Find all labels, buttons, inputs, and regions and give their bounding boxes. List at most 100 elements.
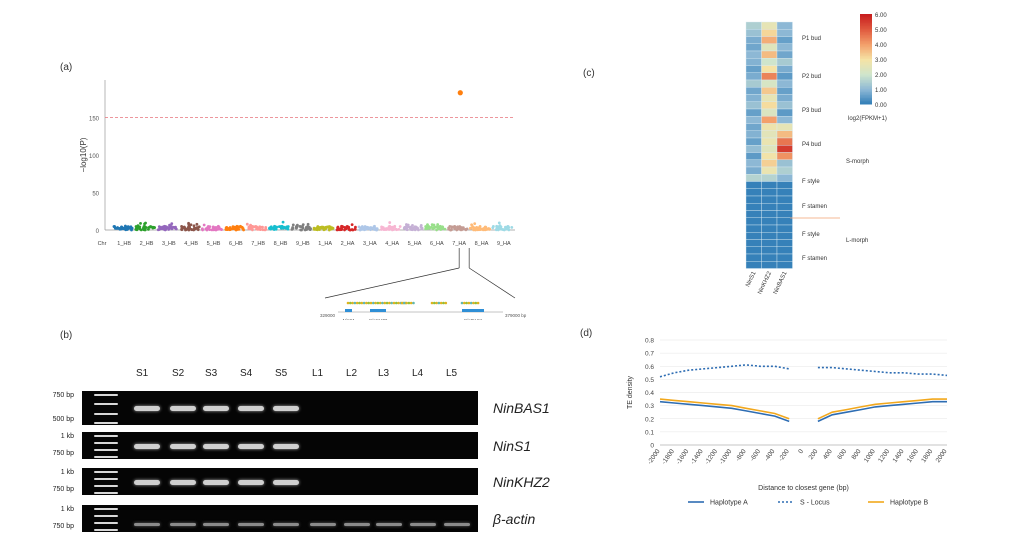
snp-point bbox=[449, 228, 453, 232]
legend-gradient-segment bbox=[860, 71, 872, 73]
heatmap-cell bbox=[776, 239, 793, 247]
snp-point bbox=[344, 227, 348, 231]
x-tick-label: 200 bbox=[808, 448, 820, 461]
snp-point bbox=[137, 226, 141, 229]
snp-point bbox=[113, 225, 116, 228]
snp-point bbox=[434, 225, 437, 229]
heatmap-cell bbox=[745, 137, 762, 146]
snp-point bbox=[206, 225, 210, 229]
heatmap-cell bbox=[745, 43, 762, 52]
ladder-size-label: 1 kb bbox=[60, 433, 74, 440]
snp-point bbox=[354, 225, 357, 229]
snp-point bbox=[324, 225, 328, 229]
gel-lane-label-S5: S5 bbox=[275, 368, 288, 379]
zoom-snp-point bbox=[403, 301, 406, 305]
series-line-s-locus bbox=[659, 364, 790, 378]
snp-point bbox=[120, 225, 123, 229]
heatmap-cell bbox=[761, 253, 778, 262]
expression-heatmap: P1 bud P2 bud P3 bud P4 bud F style F stamen F… bbox=[745, 13, 887, 295]
y-tick-label: 0.5 bbox=[645, 377, 654, 384]
snp-point bbox=[431, 227, 435, 231]
snp-point bbox=[261, 228, 265, 232]
x-tick-label: 7_HA bbox=[452, 241, 466, 247]
gel-lane-label-L2: L2 bbox=[346, 368, 358, 379]
snp-point bbox=[456, 227, 460, 231]
y-tick-label: 0.4 bbox=[645, 390, 654, 397]
legend-gradient-segment bbox=[860, 77, 872, 79]
snp-point bbox=[299, 228, 302, 232]
snp-point bbox=[405, 228, 409, 232]
heatmap-cell bbox=[745, 195, 762, 204]
legend-gradient-segment bbox=[860, 39, 872, 42]
snp-point bbox=[389, 225, 392, 229]
legend-gradient-segment bbox=[860, 18, 872, 21]
heatmap-cell bbox=[745, 166, 762, 175]
snp-point bbox=[291, 226, 295, 230]
heatmap-cell bbox=[776, 152, 793, 160]
chromosome-points-4_HA bbox=[380, 221, 402, 232]
heatmap-cell bbox=[776, 94, 793, 102]
ladder-size-label: 750 bp bbox=[52, 392, 74, 399]
snp-point bbox=[299, 225, 303, 229]
zoom-snp-point bbox=[378, 301, 382, 305]
snp-point bbox=[436, 225, 440, 229]
legend-gradient-segment bbox=[860, 20, 872, 22]
snp-point bbox=[452, 225, 455, 229]
gel-gene-label-β-actin: β-actin bbox=[493, 510, 536, 527]
snp-point bbox=[353, 228, 357, 231]
snp-point bbox=[139, 221, 142, 225]
legend-gradient-segment bbox=[860, 29, 872, 31]
snp-point bbox=[495, 226, 499, 230]
manhattan-plot: 0 50 100 150 −log10(P) Chr 1_HB 2_HB 3_HB 4_HB 5_H… bbox=[79, 80, 527, 320]
gene-label-NinBAS1: NinBAS1 bbox=[464, 318, 483, 320]
heatmap-cell bbox=[776, 108, 793, 117]
heatmap-cell bbox=[776, 174, 793, 182]
x-tick-label: 1800 bbox=[920, 448, 934, 464]
chromosome-points-3_HA bbox=[357, 224, 379, 232]
heatmap-cell bbox=[745, 72, 762, 81]
snp-point bbox=[491, 225, 495, 228]
x-tick-label: 400 bbox=[822, 448, 834, 461]
heatmap-cell bbox=[745, 239, 762, 247]
chromosome-points-8_HA bbox=[469, 222, 491, 232]
legend-gradient-segment bbox=[860, 101, 872, 103]
snp-point bbox=[269, 227, 273, 231]
legend-gradient-segment bbox=[860, 44, 872, 46]
gel-gene-label-NinBAS1: NinBAS1 bbox=[493, 400, 550, 416]
heatmap-cell bbox=[776, 224, 793, 233]
heatmap-cell bbox=[776, 232, 793, 240]
heatmap-row-label: F style bbox=[802, 179, 820, 185]
legend-gradient-segment bbox=[860, 45, 872, 48]
series-line-haplotype-a bbox=[659, 400, 790, 423]
x-tick-label: 800 bbox=[851, 448, 863, 461]
heatmap-cell bbox=[776, 159, 793, 168]
gel-band bbox=[273, 406, 299, 412]
zoom-snp-point bbox=[385, 301, 389, 305]
y-tick-label: 0 bbox=[96, 229, 100, 235]
chromosome-points-3_HB bbox=[156, 222, 178, 232]
gel-band bbox=[134, 480, 160, 486]
snp-point bbox=[217, 225, 220, 229]
snp-point bbox=[180, 224, 184, 228]
zoom-snp-point bbox=[400, 301, 404, 305]
snp-point bbox=[408, 225, 412, 229]
zoom-snp-point bbox=[358, 301, 361, 305]
snp-point bbox=[337, 227, 341, 231]
heatmap-cell bbox=[745, 116, 762, 124]
snp-point bbox=[126, 225, 130, 229]
snp-point bbox=[245, 222, 249, 226]
legend-gradient-segment bbox=[860, 62, 872, 64]
heatmap-cell bbox=[776, 79, 793, 88]
heatmap-cell bbox=[745, 50, 762, 59]
snp-point bbox=[485, 228, 489, 231]
legend-gradient-segment bbox=[860, 24, 872, 27]
legend-gradient-segment bbox=[860, 59, 872, 61]
heatmap-cell bbox=[776, 29, 793, 37]
morph-label-s: S-morph bbox=[846, 159, 869, 165]
gel-lane-label-L4: L4 bbox=[412, 368, 424, 379]
snp-point bbox=[350, 223, 354, 227]
heatmap-cell bbox=[745, 130, 762, 139]
y-tick-label: 0.3 bbox=[645, 403, 654, 410]
heatmap-cell bbox=[761, 261, 778, 269]
legend-gradient-segment bbox=[860, 54, 872, 57]
